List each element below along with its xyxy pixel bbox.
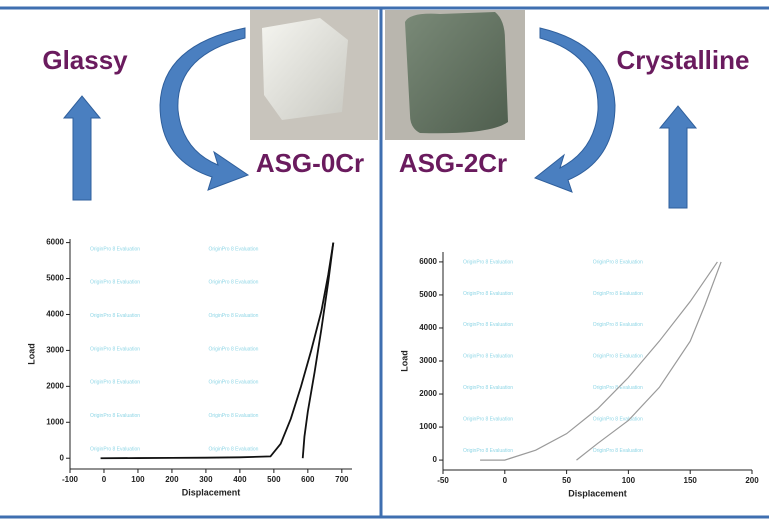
y-axis-title: Load: [399, 350, 409, 372]
watermark: OriginPro 8 Evaluation: [90, 413, 140, 419]
watermark: OriginPro 8 Evaluation: [593, 448, 643, 454]
watermark: OriginPro 8 Evaluation: [90, 280, 140, 286]
watermark: OriginPro 8 Evaluation: [463, 448, 513, 454]
watermark: OriginPro 8 Evaluation: [90, 446, 140, 452]
watermark: OriginPro 8 Evaluation: [208, 313, 258, 319]
y-axis-title: Load: [26, 343, 36, 365]
x-axis-title: Displacement: [568, 488, 627, 498]
watermark: OriginPro 8 Evaluation: [463, 385, 513, 391]
data-line: [303, 243, 334, 459]
x-tick-label: 700: [335, 475, 349, 484]
x-tick-label: -100: [62, 475, 79, 484]
watermark: OriginPro 8 Evaluation: [463, 354, 513, 360]
watermark: OriginPro 8 Evaluation: [208, 446, 258, 452]
crystalline-sample: [405, 12, 508, 133]
y-tick-label: 0: [60, 453, 65, 462]
watermark: OriginPro 8 Evaluation: [90, 380, 140, 386]
x-tick-label: 100: [131, 475, 145, 484]
sample-label: ASG-2Cr: [399, 148, 507, 178]
glassy-sample: [262, 18, 348, 120]
figure: Glassy Crystalline ASG-0Cr ASG-2Cr Origi…: [0, 0, 769, 522]
x-tick-label: 300: [199, 475, 213, 484]
y-tick-label: 2000: [46, 381, 64, 390]
watermark: OriginPro 8 Evaluation: [208, 380, 258, 386]
watermark: OriginPro 8 Evaluation: [593, 259, 643, 265]
x-tick-label: 400: [233, 475, 247, 484]
x-tick-label: 100: [622, 476, 636, 485]
x-axis-title: Displacement: [182, 487, 241, 497]
watermark: OriginPro 8 Evaluation: [208, 413, 258, 419]
y-tick-label: 6000: [419, 257, 437, 266]
state-label: Glassy: [42, 45, 128, 75]
x-tick-label: 200: [165, 475, 179, 484]
x-tick-label: -50: [437, 476, 449, 485]
sample-label: ASG-0Cr: [256, 148, 364, 178]
y-tick-label: 6000: [46, 238, 64, 247]
x-tick-label: 600: [301, 475, 315, 484]
y-tick-label: 5000: [419, 290, 437, 299]
watermark: OriginPro 8 Evaluation: [593, 354, 643, 360]
watermark: OriginPro 8 Evaluation: [463, 416, 513, 422]
x-tick-label: 150: [684, 476, 698, 485]
y-tick-label: 0: [433, 455, 438, 464]
watermark: OriginPro 8 Evaluation: [463, 259, 513, 265]
y-tick-label: 3000: [46, 346, 64, 355]
watermark: OriginPro 8 Evaluation: [208, 280, 258, 286]
x-tick-label: 50: [562, 476, 571, 485]
x-tick-label: 0: [503, 476, 508, 485]
y-tick-label: 4000: [46, 310, 64, 319]
x-tick-label: 200: [745, 476, 759, 485]
watermark: OriginPro 8 Evaluation: [593, 291, 643, 297]
y-tick-label: 5000: [46, 274, 64, 283]
frame: [0, 8, 769, 517]
y-tick-label: 2000: [419, 389, 437, 398]
watermark: OriginPro 8 Evaluation: [90, 246, 140, 252]
watermark: OriginPro 8 Evaluation: [593, 322, 643, 328]
watermark: OriginPro 8 Evaluation: [463, 322, 513, 328]
y-tick-label: 3000: [419, 356, 437, 365]
watermark: OriginPro 8 Evaluation: [593, 416, 643, 422]
y-tick-label: 1000: [46, 417, 64, 426]
y-tick-label: 4000: [419, 323, 437, 332]
x-tick-label: 0: [102, 475, 107, 484]
watermark: OriginPro 8 Evaluation: [90, 346, 140, 352]
watermark: OriginPro 8 Evaluation: [208, 346, 258, 352]
watermark: OriginPro 8 Evaluation: [208, 246, 258, 252]
state-label: Crystalline: [617, 45, 750, 75]
x-tick-label: 500: [267, 475, 281, 484]
watermark: OriginPro 8 Evaluation: [90, 313, 140, 319]
watermark: OriginPro 8 Evaluation: [463, 291, 513, 297]
y-tick-label: 1000: [419, 422, 437, 431]
